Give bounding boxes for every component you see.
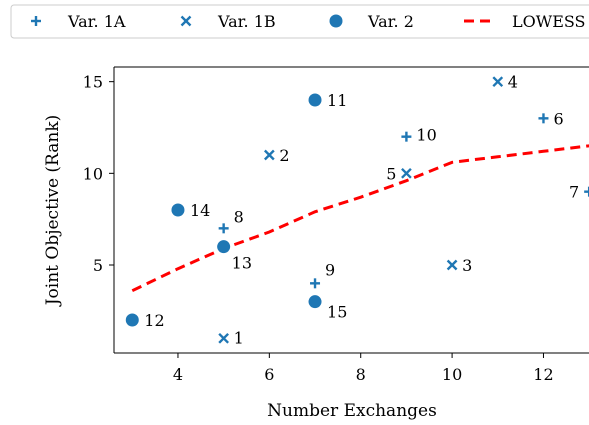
legend-item: Var. 2 [329,12,414,31]
point-x-5 [401,167,412,179]
legend-label: Var. 1A [67,12,126,31]
lowess-line [131,144,589,293]
y-tick-label: 10 [83,164,103,183]
point-circle-13 [217,240,231,254]
x-axis-ticks: 4 6 8 10 12 [173,353,554,384]
point-circle-15 [308,295,322,309]
point-label: 3 [462,256,472,275]
point-label: 14 [190,201,210,220]
point-label: 5 [386,164,396,183]
y-tick-label: 15 [83,73,103,92]
legend-swatch-circle [329,14,343,28]
point-label: 10 [416,126,436,145]
legend-label: Var. 1B [217,12,276,31]
legend-item: LOWESS [464,12,586,31]
legend-swatch-x [180,15,192,27]
point-label: 1 [234,328,244,347]
y-tick-label: 5 [93,256,103,275]
point-plus-10 [401,131,412,142]
legend-frame [10,4,589,39]
x-tick-label: 6 [264,365,274,384]
point-circle-14 [171,203,185,217]
point-circle-12 [125,313,139,327]
x-tick-label: 12 [533,365,553,384]
point-label: 2 [279,146,289,165]
legend-item: Var. 1B [180,12,276,31]
point-label: 7 [569,183,579,202]
point-label: 4 [508,73,518,92]
y-axis-ticks: 5 10 15 [83,73,114,275]
point-x-1 [218,332,229,344]
point-label: 11 [327,91,347,110]
point-x-3 [446,259,458,271]
point-label: 15 [327,303,347,322]
legend: Var. 1A Var. 1B Var. 2 LOWESS [10,4,589,39]
x-tick-label: 8 [356,365,366,384]
point-circle-11 [308,93,322,107]
point-x-2 [263,149,275,161]
x-axis-label: Number Exchanges [267,401,437,421]
legend-swatch-plus [31,16,41,26]
point-plus-7 [584,186,589,197]
point-label: 9 [325,260,335,279]
point-label: 6 [553,109,563,128]
legend-item: Var. 1A [31,12,126,31]
x-tick-label: 4 [173,365,183,384]
x-tick-label: 10 [442,365,462,384]
point-plus-9 [310,278,321,289]
point-plus-6 [538,113,549,124]
point-x-4 [492,76,504,88]
point-plus-8 [218,223,229,234]
data-points [125,76,589,344]
y-axis-label: Joint Objective (Rank) [43,115,63,308]
point-label: 13 [232,254,252,273]
point-label: 12 [144,311,164,330]
legend-label: LOWESS [512,12,586,31]
point-label: 8 [234,207,244,226]
legend-label: Var. 2 [367,12,414,31]
